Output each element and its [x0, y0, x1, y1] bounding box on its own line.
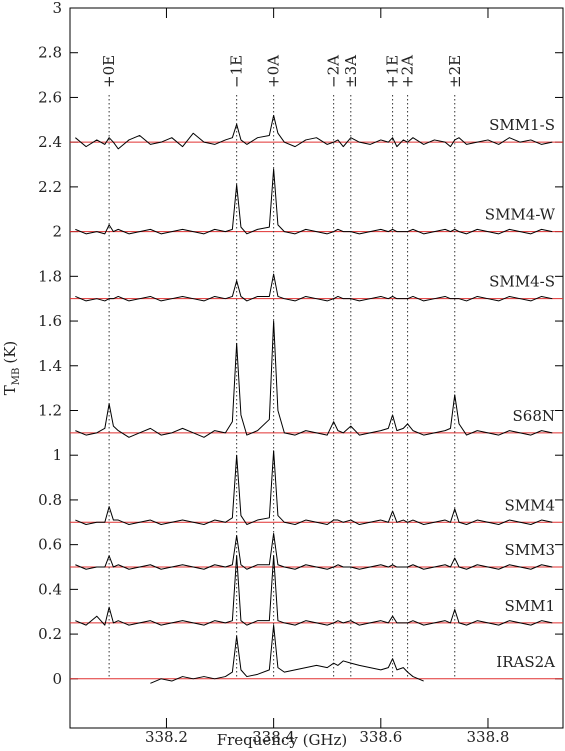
x-axis-label: Frequency (GHz) [217, 731, 348, 749]
y-tick-label: 0.4 [38, 580, 62, 598]
y-tick-label: 1.2 [38, 401, 62, 419]
y-tick-label: 2.6 [38, 88, 62, 106]
series-label: IRAS2A [496, 653, 555, 671]
series-label: SMM4-W [485, 206, 556, 224]
transition-label: +1E [384, 55, 402, 88]
plot-frame [69, 7, 564, 729]
y-tick-label: 1.8 [38, 267, 62, 285]
y-tick-label: 1.6 [38, 312, 62, 330]
spectrum [75, 555, 553, 626]
transition-label: −2A [325, 55, 343, 88]
y-tick-label: 0.8 [38, 491, 62, 509]
spectrum [150, 624, 424, 684]
y-tick-label: 1.4 [38, 357, 62, 375]
series-label: SMM4 [504, 496, 555, 514]
spectrum [75, 532, 553, 570]
y-tick-label: 3 [52, 0, 62, 17]
series-label: SMM1 [504, 597, 555, 615]
y-label-subscript: MB [11, 368, 22, 386]
x-tick-label: 338.2 [145, 728, 188, 746]
series-label: SMM3 [504, 541, 555, 559]
spectrum [75, 114, 553, 150]
y-tick-label: 2.4 [38, 133, 62, 151]
series-label: S68N [513, 407, 556, 425]
y-tick-label: 2 [52, 223, 62, 241]
spectrum [75, 450, 553, 526]
y-tick-label: 1 [52, 446, 62, 464]
y-label-symbol: T [1, 385, 19, 395]
y-tick-label: 2.2 [38, 178, 62, 196]
transition-label: +2A [399, 55, 417, 88]
transition-label: +0A [265, 55, 283, 88]
transition-label: ±2E [446, 55, 464, 88]
series-label: SMM4-S [489, 273, 555, 291]
transition-label: −1E [228, 55, 246, 88]
y-tick-label: 0 [52, 670, 62, 688]
transition-label: +0E [100, 55, 118, 88]
x-tick-label: 338.4 [252, 728, 295, 746]
y-tick-label: 2.8 [38, 44, 62, 62]
y-tick-label: 0.6 [38, 536, 62, 554]
x-tick-label: 338.8 [467, 728, 510, 746]
y-axis-label: TMB (K) [1, 341, 22, 396]
y-tick-label: 0.2 [38, 625, 62, 643]
x-tick-label: 338.6 [359, 728, 402, 746]
spectrum [75, 273, 553, 302]
transition-label: ±3A [342, 55, 360, 88]
series-label: SMM1-S [489, 116, 555, 134]
spectrum [75, 168, 553, 235]
y-label-unit: (K) [1, 341, 19, 364]
spectrum [75, 320, 553, 438]
